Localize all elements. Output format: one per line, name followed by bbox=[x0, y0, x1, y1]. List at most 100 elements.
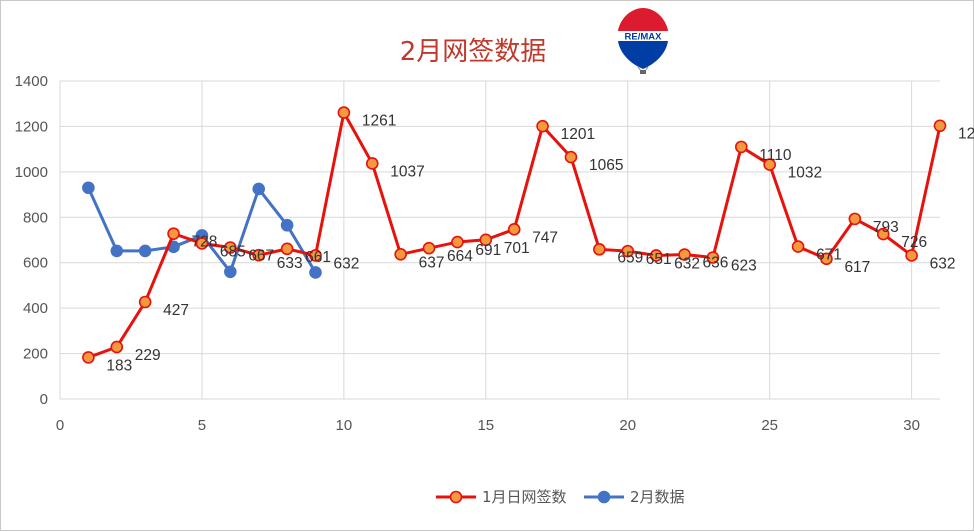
data-point[interactable] bbox=[309, 266, 322, 279]
x-tick-label: 20 bbox=[619, 417, 636, 434]
data-label: 667 bbox=[248, 247, 274, 264]
y-tick-label: 600 bbox=[23, 255, 48, 272]
data-point[interactable] bbox=[621, 244, 635, 258]
legend-label: 1月日网签数 bbox=[482, 488, 567, 506]
data-point[interactable] bbox=[252, 248, 266, 262]
data-label: 726 bbox=[901, 234, 927, 251]
data-label: 632 bbox=[333, 255, 359, 272]
data-point[interactable] bbox=[564, 150, 578, 164]
data-point[interactable] bbox=[479, 233, 493, 247]
data-point[interactable] bbox=[649, 249, 663, 262]
data-label: 1201 bbox=[561, 126, 595, 143]
data-label: 623 bbox=[731, 257, 757, 274]
data-point[interactable] bbox=[82, 181, 95, 195]
data-label: 183 bbox=[106, 357, 132, 374]
data-point[interactable] bbox=[876, 227, 890, 241]
data-label: 661 bbox=[305, 249, 331, 266]
data-label: 1037 bbox=[390, 163, 424, 180]
data-point[interactable] bbox=[734, 140, 748, 154]
x-tick-label: 0 bbox=[56, 417, 64, 434]
data-point[interactable] bbox=[309, 249, 322, 262]
data-label: 229 bbox=[135, 347, 161, 364]
data-point[interactable] bbox=[394, 248, 407, 261]
data-point[interactable] bbox=[678, 248, 691, 261]
data-label: 671 bbox=[816, 247, 842, 264]
data-point[interactable] bbox=[195, 237, 209, 250]
data-label: 637 bbox=[419, 254, 445, 271]
legend-item-jan[interactable]: 1月日网签数 bbox=[436, 488, 567, 506]
data-point[interactable] bbox=[593, 243, 606, 256]
legend-marker bbox=[449, 490, 463, 504]
data-label: 651 bbox=[646, 251, 672, 268]
data-point[interactable] bbox=[252, 182, 266, 196]
y-tick-label: 1000 bbox=[15, 164, 48, 181]
data-point[interactable] bbox=[763, 158, 776, 171]
data-label: 632 bbox=[674, 255, 700, 272]
data-point[interactable] bbox=[138, 244, 152, 258]
data-label: 691 bbox=[475, 242, 501, 259]
data-label: 747 bbox=[532, 229, 558, 246]
data-point[interactable] bbox=[337, 106, 351, 119]
data-point[interactable] bbox=[791, 240, 805, 253]
data-label: 1203 bbox=[958, 126, 974, 143]
series-group bbox=[82, 106, 947, 364]
balloon-bottom bbox=[618, 41, 668, 69]
data-label: 664 bbox=[447, 248, 473, 265]
data-point[interactable] bbox=[507, 223, 521, 236]
data-point[interactable] bbox=[224, 241, 237, 254]
data-label: 427 bbox=[163, 302, 189, 319]
data-point[interactable] bbox=[706, 251, 720, 264]
data-point[interactable] bbox=[167, 227, 180, 240]
data-label: 793 bbox=[873, 219, 899, 236]
data-label: 1065 bbox=[589, 157, 623, 174]
data-point[interactable] bbox=[848, 212, 862, 226]
data-label: 659 bbox=[617, 249, 643, 266]
data-label: 701 bbox=[504, 240, 530, 257]
y-tick-label: 0 bbox=[40, 391, 48, 408]
legend-label: 2月数据 bbox=[630, 488, 685, 506]
data-label: 633 bbox=[277, 255, 303, 272]
series-1 bbox=[82, 106, 947, 364]
y-tick-label: 800 bbox=[23, 209, 48, 226]
x-tick-label: 5 bbox=[198, 417, 206, 434]
y-tick-label: 200 bbox=[23, 346, 48, 363]
balloon-band bbox=[617, 31, 669, 41]
data-point[interactable] bbox=[905, 249, 918, 262]
logo-text: RE/MAX bbox=[625, 32, 663, 43]
legend[interactable]: 1月日网签数 2月数据 bbox=[436, 488, 685, 506]
data-label: 685 bbox=[220, 243, 246, 260]
legend-marker bbox=[597, 490, 611, 504]
data-point[interactable] bbox=[365, 157, 379, 170]
chart-title: 2月网签数据 bbox=[400, 37, 547, 67]
data-point[interactable] bbox=[110, 340, 124, 354]
x-tick-label: 15 bbox=[477, 417, 494, 434]
x-tick-label: 25 bbox=[761, 417, 778, 434]
data-point[interactable] bbox=[280, 242, 294, 256]
y-tick-label: 1200 bbox=[15, 118, 48, 135]
data-point[interactable] bbox=[224, 265, 237, 279]
data-point[interactable] bbox=[280, 218, 294, 232]
data-point[interactable] bbox=[451, 235, 464, 249]
axes: 0 200 400 600 800 1000 1200 1400 0 5 10 15 20 25 30 bbox=[15, 73, 940, 434]
y-tick-label: 400 bbox=[23, 300, 48, 317]
data-label: 617 bbox=[844, 259, 870, 276]
x-tick-label: 10 bbox=[336, 417, 353, 434]
legend-item-feb[interactable]: 2月数据 bbox=[584, 488, 685, 506]
y-tick-label: 1400 bbox=[15, 73, 48, 90]
data-point[interactable] bbox=[110, 244, 124, 258]
data-label: 1110 bbox=[759, 147, 792, 164]
data-point[interactable] bbox=[138, 295, 152, 309]
data-point[interactable] bbox=[422, 241, 436, 255]
data-point[interactable] bbox=[536, 119, 549, 133]
data-point[interactable] bbox=[82, 351, 95, 364]
data-label: 728 bbox=[192, 234, 218, 251]
remax-logo: RE/MAX bbox=[617, 8, 669, 74]
data-point[interactable] bbox=[933, 119, 947, 133]
data-label: 636 bbox=[703, 255, 729, 272]
data-label: 1032 bbox=[788, 165, 822, 182]
x-tick-label: 30 bbox=[903, 417, 920, 434]
data-point[interactable] bbox=[820, 252, 833, 266]
